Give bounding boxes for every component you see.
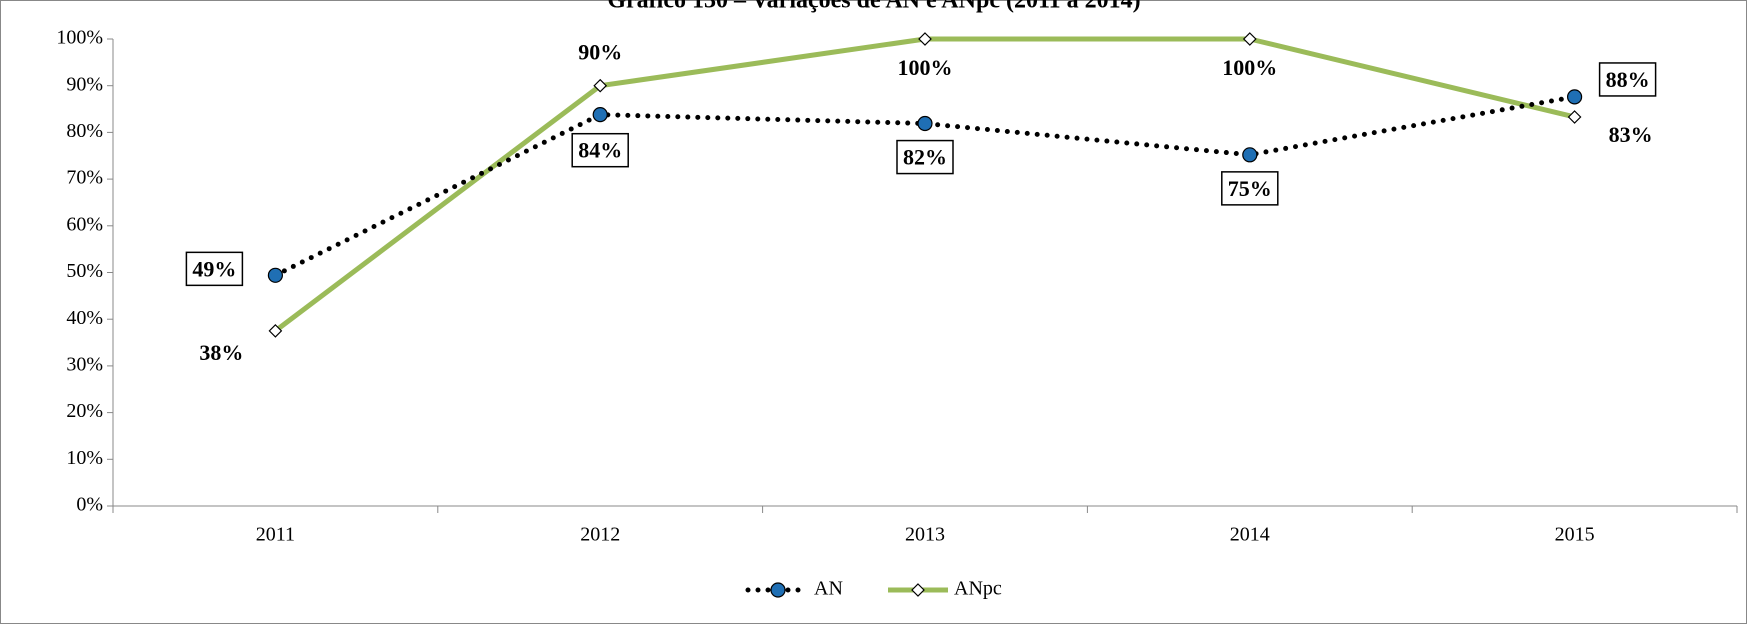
- data-label: 84%: [578, 138, 622, 163]
- data-label: 38%: [199, 340, 243, 365]
- point: [917, 115, 933, 132]
- data-label-box: [185, 251, 244, 287]
- legend-item: ANpc: [888, 578, 1002, 600]
- series-line: [272, 94, 1578, 278]
- data-label-box: [1598, 62, 1657, 97]
- data-label-box: [571, 132, 629, 168]
- data-label: 82%: [903, 145, 947, 170]
- point: [1242, 32, 1257, 46]
- x-tick-label: 2014: [1230, 524, 1270, 546]
- x-tick-label: 2013: [905, 524, 945, 546]
- point: [918, 32, 932, 46]
- y-tick-label: 30%: [66, 353, 103, 375]
- y-tick-label: 70%: [66, 167, 103, 189]
- y-tick-label: 60%: [66, 213, 103, 235]
- y-tick-label: 80%: [66, 120, 103, 142]
- x-tick-label: 2012: [580, 524, 620, 546]
- data-label-box: [1221, 171, 1279, 206]
- y-tick-label: 40%: [66, 307, 103, 329]
- point: [1566, 89, 1583, 105]
- data-label: 49%: [192, 256, 236, 281]
- legend-label: AN: [814, 578, 843, 600]
- y-tick-label: 20%: [66, 400, 103, 422]
- legend-label: ANpc: [954, 578, 1002, 600]
- y-tick-label: 0%: [76, 494, 103, 516]
- data-label: 100%: [898, 55, 953, 80]
- point: [268, 324, 283, 338]
- point: [592, 107, 608, 123]
- data-label: 75%: [1228, 176, 1272, 201]
- legend-item: AN: [745, 578, 843, 600]
- chart-title: Gráfico 130 – Variações de AN e ANpc (20…: [607, 0, 1140, 14]
- point: [593, 78, 608, 93]
- data-label-box: [896, 139, 954, 175]
- point: [1242, 147, 1258, 163]
- point: [267, 267, 283, 283]
- data-label: 88%: [1606, 67, 1650, 92]
- x-tick-label: 2015: [1555, 524, 1595, 546]
- y-tick-label: 10%: [66, 447, 103, 469]
- data-label: 90%: [578, 40, 622, 65]
- point: [1567, 110, 1582, 124]
- y-tick-label: 50%: [66, 260, 103, 282]
- data-label: 83%: [1609, 122, 1653, 147]
- x-tick-label: 2011: [256, 524, 295, 546]
- data-label: 100%: [1222, 55, 1277, 80]
- y-tick-label: 100%: [56, 27, 103, 49]
- y-tick-label: 90%: [66, 73, 103, 95]
- legend-marker: [911, 583, 925, 597]
- legend-marker: [770, 582, 786, 598]
